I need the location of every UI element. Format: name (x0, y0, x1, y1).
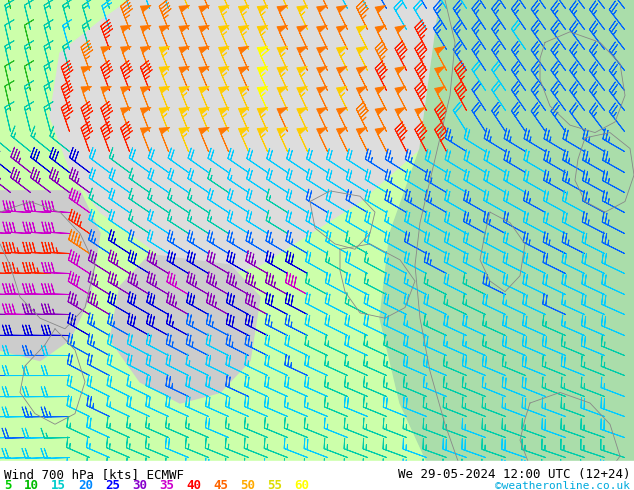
Text: We 29-05-2024 12:00 UTC (12+24): We 29-05-2024 12:00 UTC (12+24) (398, 467, 630, 481)
Polygon shape (0, 191, 100, 361)
Text: 40: 40 (186, 479, 201, 490)
Text: 15: 15 (51, 479, 66, 490)
Text: 60: 60 (294, 479, 309, 490)
Polygon shape (480, 0, 634, 170)
Text: 5: 5 (4, 479, 11, 490)
Text: Wind 700 hPa [kts] ECMWF: Wind 700 hPa [kts] ECMWF (4, 467, 184, 481)
Text: 50: 50 (240, 479, 255, 490)
Text: ©weatheronline.co.uk: ©weatheronline.co.uk (495, 481, 630, 490)
Bar (0, 462, 634, 490)
Text: 30: 30 (132, 479, 147, 490)
Polygon shape (50, 0, 520, 276)
Text: 10: 10 (24, 479, 39, 490)
Text: 45: 45 (213, 479, 228, 490)
Polygon shape (380, 0, 634, 490)
Polygon shape (110, 254, 260, 403)
Text: 55: 55 (267, 479, 282, 490)
Text: 35: 35 (159, 479, 174, 490)
Text: 25: 25 (105, 479, 120, 490)
Text: 20: 20 (78, 479, 93, 490)
